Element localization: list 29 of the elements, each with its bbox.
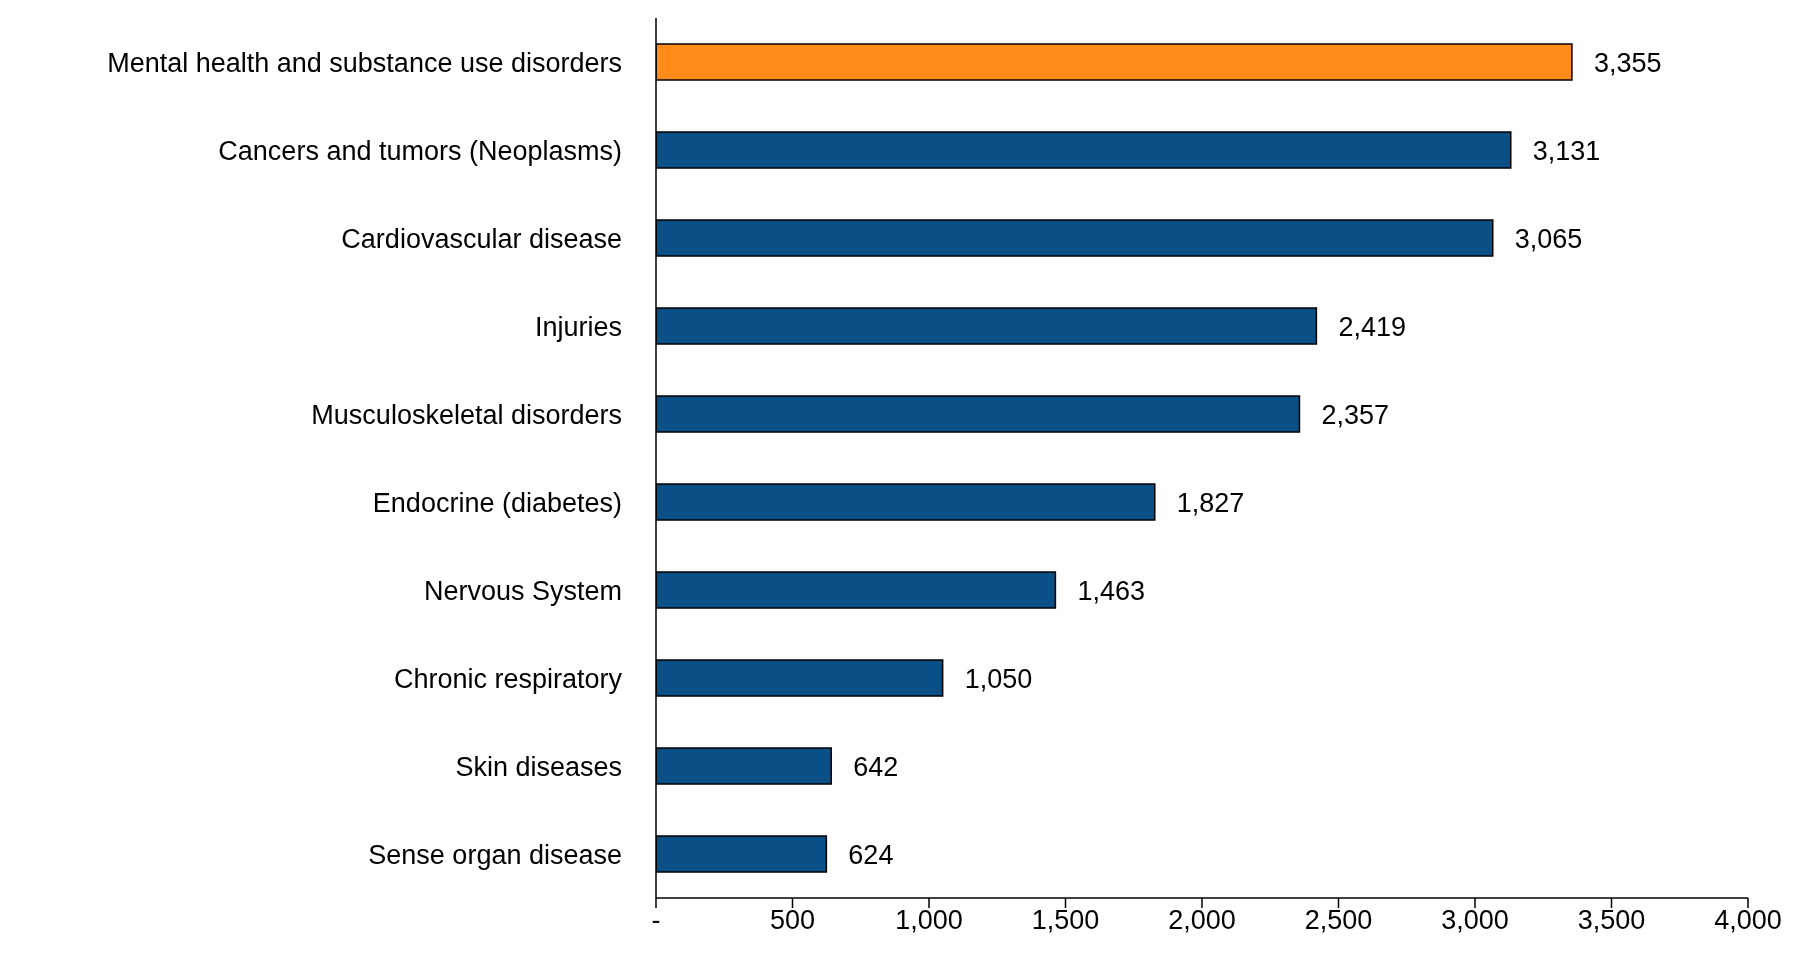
x-tick-label: 1,500 [1031,905,1100,936]
x-tick-label: 4,000 [1714,905,1782,936]
y-tick-label: Chronic respiratory [393,663,623,694]
x-tick-label: 500 [769,905,816,936]
y-tick-label: Sense organ disease [368,839,622,870]
data-label: 3,065 [1514,223,1583,254]
y-tick-label: Musculoskeletal disorders [311,399,622,430]
data-label: 624 [848,839,894,870]
x-tick-label: 1,000 [895,905,963,936]
data-label: 3,131 [1532,135,1601,166]
x-tick-label: 2,000 [1168,905,1236,936]
y-tick-label: Endocrine (diabetes) [372,487,622,518]
x-tick-label: - [651,905,661,936]
x-tick-label: 2,500 [1304,905,1373,936]
data-label: 2,419 [1338,311,1406,342]
y-tick-label: Nervous System [423,575,622,606]
data-label: 2,357 [1321,399,1390,430]
data-label: 642 [853,751,899,782]
x-tick-label: 3,500 [1577,905,1646,936]
data-label: 1,463 [1077,575,1145,606]
y-tick-label: Skin diseases [455,751,622,782]
y-tick-label: Mental health and substance use disorders [107,47,622,78]
data-label: 3,355 [1593,47,1662,78]
data-label: 1,050 [964,663,1033,694]
data-label: 1,827 [1176,487,1245,518]
y-tick-label: Cancers and tumors (Neoplasms) [218,135,622,166]
y-tick-label: Injuries [534,311,622,342]
y-tick-label: Cardiovascular disease [341,223,622,254]
x-tick-label: 3,000 [1441,905,1509,936]
